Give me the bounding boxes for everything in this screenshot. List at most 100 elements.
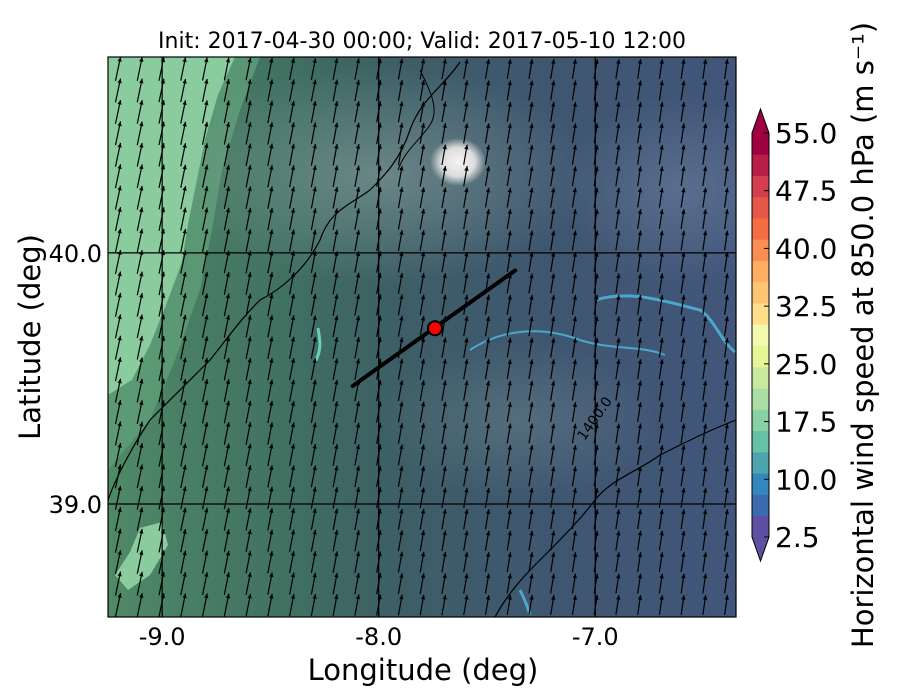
wind-arrow-head xyxy=(507,316,512,322)
wind-arrow-head xyxy=(572,466,578,472)
wind-arrow-head xyxy=(334,101,339,106)
wind-arrow-head xyxy=(420,187,426,193)
wind-arrow-head xyxy=(442,551,447,557)
wind-arrow-head xyxy=(182,164,187,170)
wind-arrow-head xyxy=(204,572,209,577)
wind-arrow-head xyxy=(442,123,447,128)
wind-arrow-head xyxy=(312,358,317,364)
wind-arrow-head xyxy=(681,209,686,214)
river-east xyxy=(594,294,736,354)
wind-arrow-head xyxy=(204,271,209,277)
wind-arrow-head xyxy=(182,486,187,492)
wind-arrow-head xyxy=(247,57,252,63)
wind-arrow-head xyxy=(269,508,274,513)
wind-arrow-head xyxy=(529,466,534,472)
wind-arrow-head xyxy=(117,507,122,513)
x-tick-label: -8.0 xyxy=(355,623,402,651)
wind-arrow-head xyxy=(355,186,361,192)
wind-arrow-head xyxy=(507,166,512,172)
wind-arrow-head xyxy=(420,58,426,64)
wind-arrow-head xyxy=(485,209,491,214)
x-tick-label: -7.0 xyxy=(572,623,619,651)
wind-arrow-head xyxy=(139,464,144,470)
wind-arrow-head xyxy=(269,379,274,385)
wind-arrow-head xyxy=(442,401,447,407)
wind-arrow-head xyxy=(269,186,274,192)
wind-arrow-head xyxy=(290,165,296,171)
wind-arrow-head xyxy=(225,465,231,470)
wind-arrow-head xyxy=(507,595,512,600)
wind-arrow-head xyxy=(312,79,317,85)
wind-arrow-head xyxy=(139,78,144,84)
high-terrain-snow xyxy=(430,138,486,186)
wind-arrow-head xyxy=(442,337,447,343)
wind-arrow-head xyxy=(572,402,578,407)
wind-arrow-head xyxy=(724,144,729,150)
wind-arrow-head xyxy=(355,144,361,149)
colorbar-tick-label: 10.0 xyxy=(775,463,837,496)
colorbar-label: Horizontal wind speed at 850.0 hPa (m s⁻… xyxy=(846,22,880,648)
wind-arrow-head xyxy=(312,272,317,278)
wind-arrow-head xyxy=(355,594,361,600)
wind-arrow-head xyxy=(290,143,296,149)
wind-barbs xyxy=(114,57,729,617)
wind-arrow-head xyxy=(551,573,556,579)
wind-arrow-head xyxy=(702,252,708,257)
wind-arrow-head xyxy=(702,552,708,557)
wind-arrow-head xyxy=(225,422,231,427)
wind-arrow-head xyxy=(616,209,621,214)
wind-arrow-head xyxy=(551,209,556,214)
wind-arrow-head xyxy=(355,272,361,278)
wind-arrow-head xyxy=(247,465,252,470)
wind-arrow-head xyxy=(659,402,664,407)
wind-arrow-head xyxy=(247,315,252,320)
wind-arrow-head xyxy=(442,294,447,300)
wind-arrow-head xyxy=(616,445,621,450)
wind-arrow-head xyxy=(724,466,729,472)
wind-arrow-head xyxy=(529,509,534,515)
wind-arrow-head xyxy=(204,207,209,213)
wind-arrow-head xyxy=(659,530,664,536)
wind-arrow-head xyxy=(139,528,144,534)
wind-arrow-head xyxy=(681,573,686,579)
wind-arrow-head xyxy=(204,100,209,106)
wind-arrow-head xyxy=(442,466,447,471)
wind-arrow-head xyxy=(464,209,469,214)
wind-arrow-head xyxy=(551,144,556,150)
colorbar-segment xyxy=(752,515,769,538)
wind-arrow-head xyxy=(464,337,469,343)
wind-arrow-head xyxy=(182,379,187,384)
wind-arrow-head xyxy=(659,466,664,472)
wind-arrow-head xyxy=(464,487,469,493)
wind-arrow-head xyxy=(681,187,686,193)
wind-arrow-head xyxy=(355,208,361,214)
wind-arrow-head xyxy=(442,101,447,107)
wind-arrow-head xyxy=(442,487,447,493)
wind-arrow-head xyxy=(290,422,296,428)
wind-arrow-head xyxy=(182,100,187,106)
wind-arrow-head xyxy=(334,358,339,364)
wind-arrow-head xyxy=(117,57,122,62)
wind-arrow-head xyxy=(269,293,274,299)
wind-arrow-head xyxy=(681,252,686,257)
wind-arrow-head xyxy=(442,358,447,364)
wind-arrow-head xyxy=(334,58,339,64)
wind-arrow-head xyxy=(616,595,621,600)
wind-arrow-head xyxy=(724,187,729,193)
wind-arrow-head xyxy=(204,57,209,63)
wind-arrow-head xyxy=(139,271,144,277)
wind-arrow-head xyxy=(616,80,621,86)
wind-arrow-head xyxy=(681,101,686,107)
wind-arrow-head xyxy=(269,122,274,128)
wind-arrow-head xyxy=(681,166,686,172)
wind-arrow-head xyxy=(681,59,686,64)
wind-arrow-head xyxy=(399,272,404,278)
wind-arrow-head xyxy=(355,101,361,107)
wind-arrow-head xyxy=(290,208,296,213)
wind-arrow-head xyxy=(182,336,187,341)
wind-arrow-head xyxy=(442,509,447,514)
wind-arrow-head xyxy=(139,57,144,63)
wind-arrow-head xyxy=(247,357,252,363)
wind-arrow-head xyxy=(420,551,426,557)
wind-arrow-head xyxy=(139,228,144,234)
